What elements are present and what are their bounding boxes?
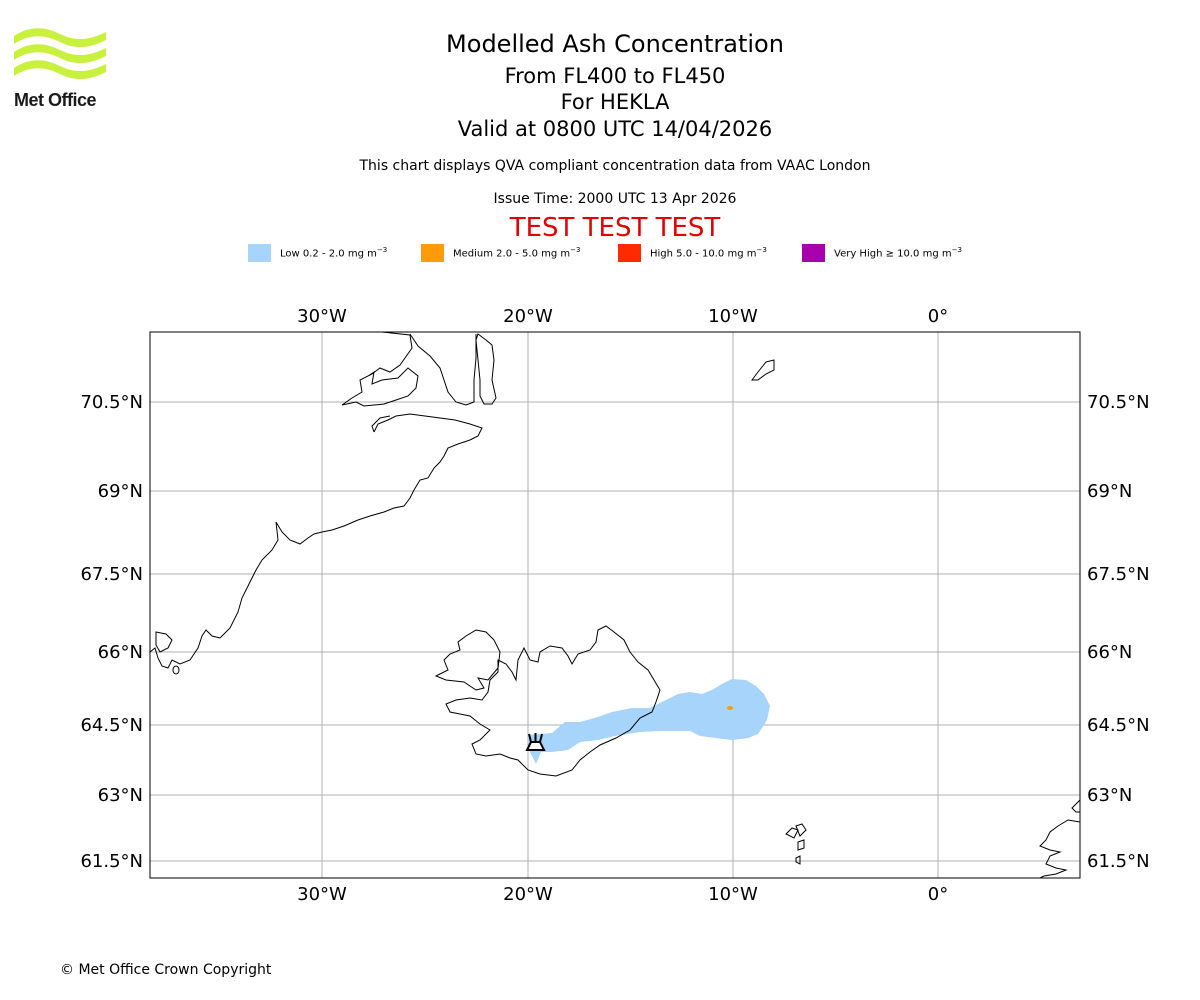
map-frame [149,331,1081,879]
legend-swatch-very-high [802,244,825,262]
lat-label-right-64-5: 64.5°N [1087,715,1150,736]
lat-label-right-61-5: 61.5°N [1087,851,1150,872]
lat-label-left-63: 63°N [98,785,143,806]
legend-item-medium: Medium 2.0 - 5.0 mg m−3 [421,244,580,262]
legend-swatch-medium [421,244,444,262]
legend-label-medium: Medium 2.0 - 5.0 mg m [453,248,571,260]
legend-item-very-high: Very High ≥ 10.0 mg m−3 [802,244,962,262]
legend-label-very-high: Very High ≥ 10.0 mg m [834,248,952,260]
ash-cloud-medium [727,706,733,710]
logo-text: Met Office [14,90,97,110]
lat-label-right-70-5: 70.5°N [1087,392,1150,413]
issue-time: Issue Time: 2000 UTC 13 Apr 2026 [493,191,737,207]
lat-label-right-67-5: 67.5°N [1087,564,1150,585]
legend-label-low: Low 0.2 - 2.0 mg m [280,248,377,260]
chart-description: This chart displays QVA compliant concen… [359,158,871,174]
lat-label-left-61-5: 61.5°N [80,851,143,872]
legend-swatch-low [248,244,271,262]
lat-label-left-66: 66°N [98,642,143,663]
lat-label-right-69: 69°N [1087,481,1132,502]
copyright-notice: © Met Office Crown Copyright [60,962,272,978]
ash-cloud-low [528,679,770,764]
met-office-logo: Met Office [14,28,114,113]
lon-label-bottom-30w: 30°W [297,884,347,905]
flight-level-range: From FL400 to FL450 [504,64,726,88]
legend-item-high: High 5.0 - 10.0 mg m−3 [618,244,767,262]
coastlines [150,332,1080,878]
chart-title: Modelled Ash Concentration [446,30,784,58]
lat-label-left-69: 69°N [98,481,143,502]
legend-item-low: Low 0.2 - 2.0 mg m−3 [248,244,387,262]
ash-map: 30°W 20°W 10°W 0° 30°W 20°W 10°W 0° 70.5… [80,306,1150,905]
lat-label-left-67-5: 67.5°N [80,564,143,585]
lon-label-bottom-20w: 20°W [503,884,553,905]
met-office-wave-icon [14,28,106,80]
test-banner: TEST TEST TEST [509,213,721,243]
legend-label-high: High 5.0 - 10.0 mg m [650,248,757,260]
valid-time: Valid at 0800 UTC 14/04/2026 [457,117,773,141]
lon-label-top-10w: 10°W [708,306,758,327]
lat-label-right-66: 66°N [1087,642,1132,663]
lat-label-left-64-5: 64.5°N [80,715,143,736]
volcano-name: For HEKLA [560,90,670,114]
lat-label-left-70-5: 70.5°N [80,392,143,413]
lon-label-bottom-10w: 10°W [708,884,758,905]
lon-label-top-30w: 30°W [297,306,347,327]
lat-label-right-63: 63°N [1087,785,1132,806]
lon-label-bottom-0: 0° [928,884,948,905]
volcano-icon [525,733,546,751]
lon-label-top-20w: 20°W [503,306,553,327]
lon-label-top-0: 0° [928,306,948,327]
legend-swatch-high [618,244,641,262]
map-gridlines [150,332,1080,878]
